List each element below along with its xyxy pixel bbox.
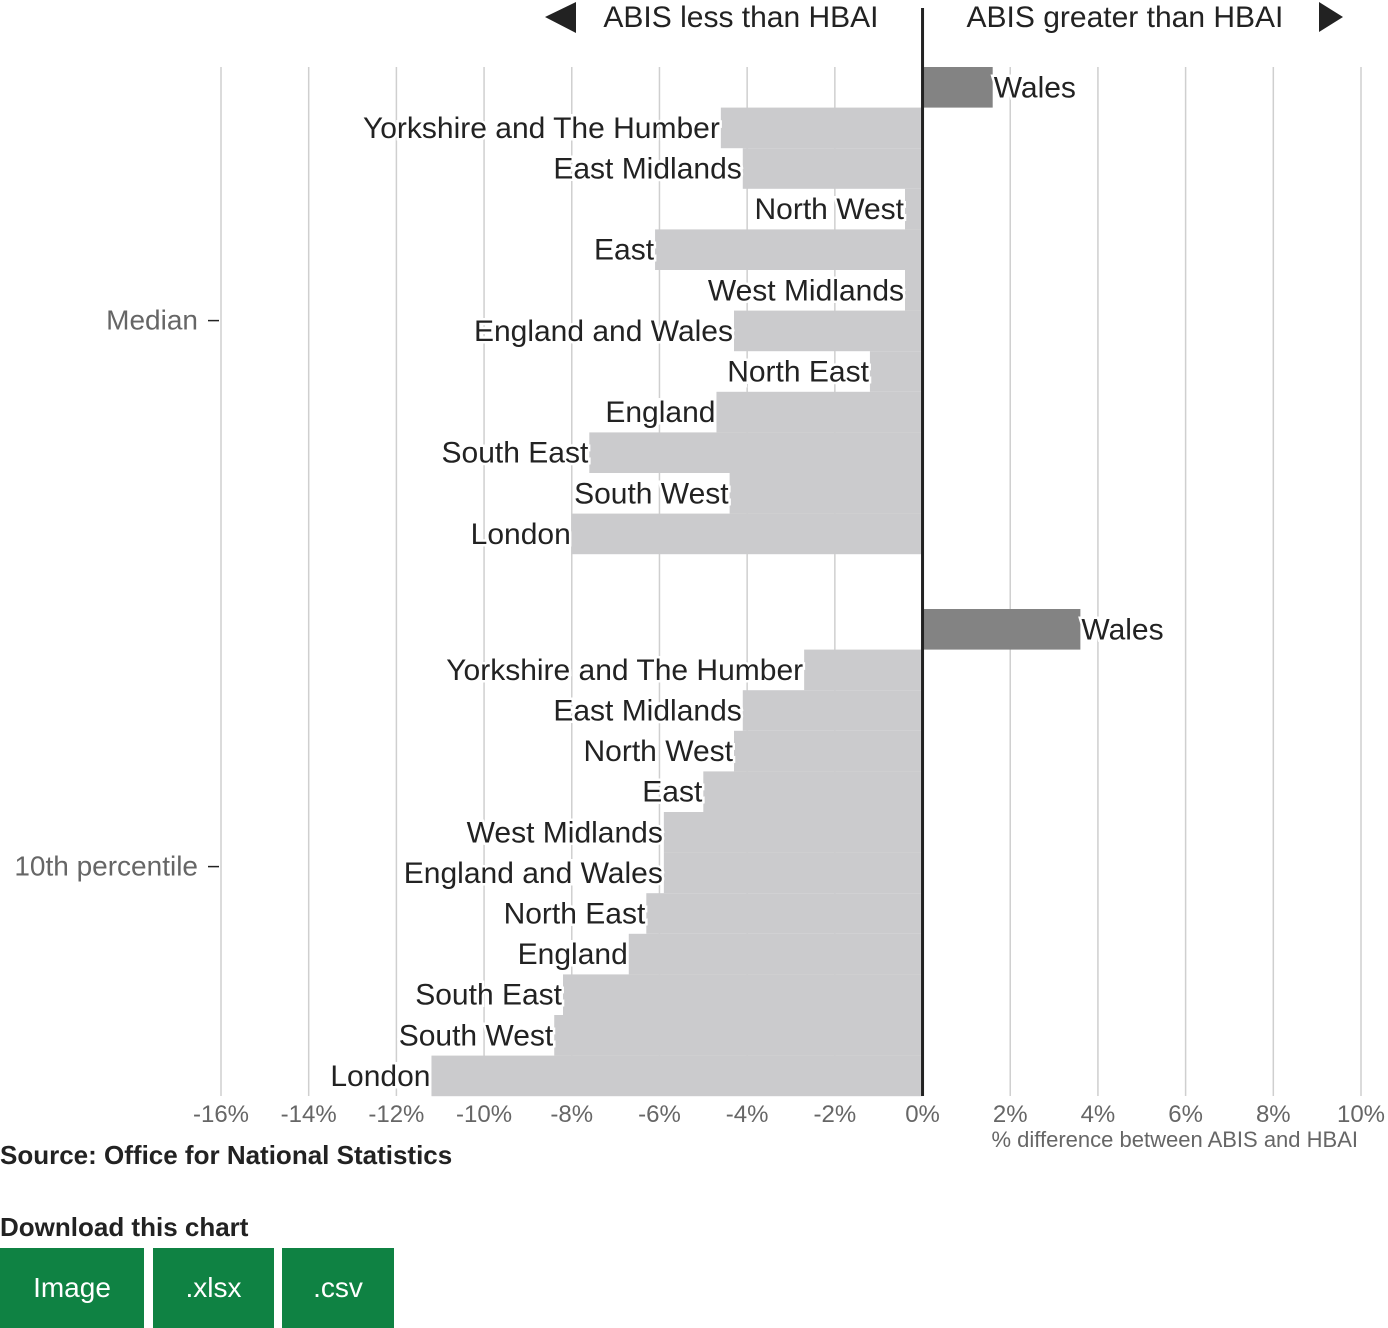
bar xyxy=(729,473,923,514)
bar-label: North East xyxy=(727,356,869,389)
bar xyxy=(663,812,923,853)
bar-label: England and Wales xyxy=(404,857,663,890)
download-title: Download this chart xyxy=(0,1212,249,1242)
bar-label: South East xyxy=(442,437,589,470)
x-tick-label: -4% xyxy=(726,1101,769,1128)
x-tick-label: 0% xyxy=(905,1101,940,1128)
bar-chart: -16% -14% -12% -10% -8% -6% -4% -2% 0% 2% 4% 6% 8% 10… xyxy=(14,1,1385,1152)
x-tick-label: -12% xyxy=(368,1101,424,1128)
x-tick-label: 4% xyxy=(1081,1101,1116,1128)
bar xyxy=(628,933,923,975)
bar xyxy=(804,649,923,691)
bar-label: East xyxy=(642,776,703,809)
bar xyxy=(716,391,923,433)
x-tick-label: 2% xyxy=(993,1101,1028,1128)
bar xyxy=(589,432,923,473)
x-tick-label: 6% xyxy=(1168,1101,1203,1128)
bar xyxy=(663,852,923,894)
x-axis-title: % difference between ABIS and HBAI xyxy=(992,1127,1359,1152)
x-tick-label: -14% xyxy=(281,1101,337,1128)
bar-label: North East xyxy=(504,898,646,931)
x-tick-label: -2% xyxy=(814,1101,857,1128)
x-tick-label: -16% xyxy=(193,1101,249,1128)
bar xyxy=(734,310,923,352)
bar xyxy=(720,107,923,149)
bar xyxy=(431,1055,923,1097)
bar-label: England xyxy=(518,938,628,971)
bar xyxy=(905,270,923,311)
bar-label: South West xyxy=(399,1019,554,1052)
bar-label: London xyxy=(330,1060,430,1093)
x-tick-label: -8% xyxy=(550,1101,593,1128)
right-arrow-icon xyxy=(1319,2,1343,32)
source-note: Source: Office for National Statistics xyxy=(0,1140,453,1170)
bar-label: England xyxy=(605,396,715,429)
direction-label-left: ABIS less than HBAI xyxy=(603,1,878,34)
bar xyxy=(922,67,993,108)
bar-label: Wales xyxy=(1081,613,1163,646)
bar xyxy=(869,351,923,392)
bar xyxy=(563,974,923,1015)
bar xyxy=(905,188,923,230)
download-xlsx-button[interactable]: .xlsx xyxy=(153,1248,274,1328)
download-csv-button[interactable]: .csv xyxy=(282,1248,394,1328)
bar-label: West Midlands xyxy=(467,816,663,849)
bar-label: London xyxy=(471,518,571,551)
bar xyxy=(703,771,923,812)
x-tick-label: 10% xyxy=(1337,1101,1385,1128)
bar xyxy=(742,690,923,731)
bar-label: Yorkshire and The Humber xyxy=(446,654,803,687)
bar xyxy=(922,609,1081,650)
bar-label: Yorkshire and The Humber xyxy=(363,112,720,145)
bar xyxy=(554,1015,923,1056)
bar xyxy=(655,229,923,270)
bar-label: Wales xyxy=(994,71,1076,104)
direction-label-right: ABIS greater than HBAI xyxy=(967,1,1284,34)
group-label: Median xyxy=(106,305,198,336)
bar xyxy=(742,148,923,189)
bar-label: South West xyxy=(574,477,729,510)
bar-label: East Midlands xyxy=(553,695,741,728)
x-tick-label: -10% xyxy=(456,1101,512,1128)
bar xyxy=(734,730,923,772)
bar-label: England and Wales xyxy=(474,315,733,348)
bar-label: East Midlands xyxy=(553,153,741,186)
bar-label: North West xyxy=(584,735,734,768)
left-arrow-icon xyxy=(545,2,576,33)
group-label: 10th percentile xyxy=(14,851,198,882)
bar-label: West Midlands xyxy=(708,274,904,307)
bar-label: South East xyxy=(415,979,562,1012)
bar-label: East xyxy=(594,234,655,267)
x-tick-label: -6% xyxy=(638,1101,681,1128)
download-image-button[interactable]: Image xyxy=(0,1248,144,1328)
bar xyxy=(646,893,923,934)
bar-label: North West xyxy=(755,193,905,226)
x-tick-label: 8% xyxy=(1256,1101,1291,1128)
bar xyxy=(571,513,923,555)
